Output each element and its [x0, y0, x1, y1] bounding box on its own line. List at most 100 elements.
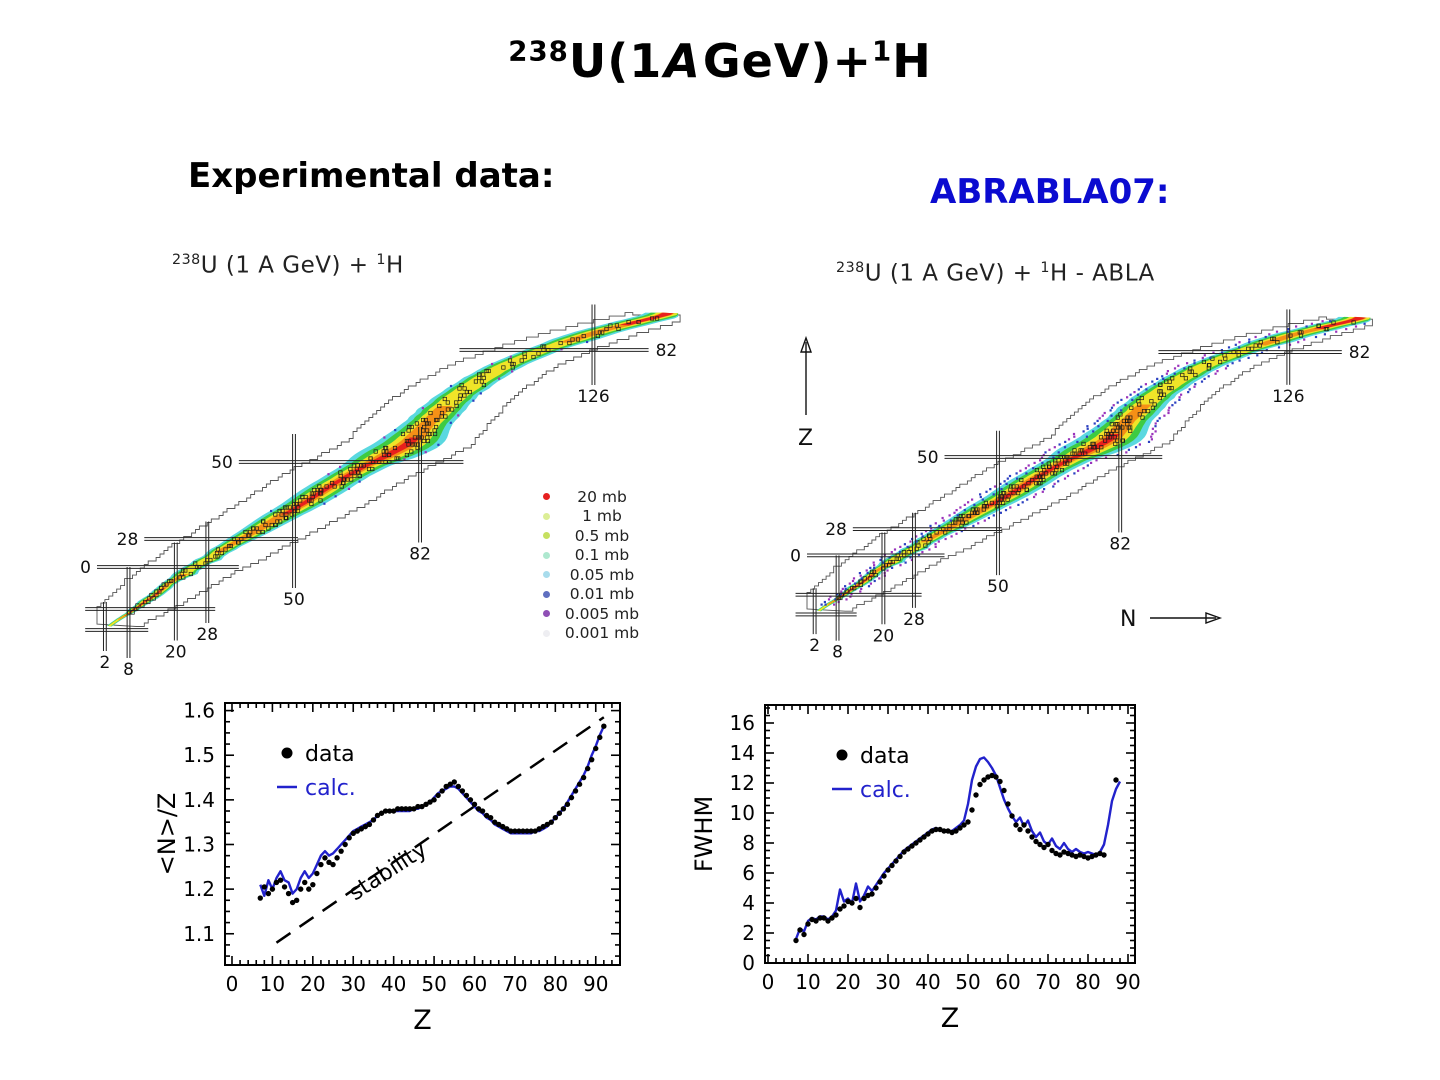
svg-text:40: 40: [915, 970, 940, 994]
legend-item-label: 20 mb: [577, 487, 627, 506]
svg-text:82: 82: [656, 341, 678, 361]
magic-number-lines: [85, 304, 649, 658]
band-red: [619, 312, 674, 326]
band-red: [1313, 316, 1366, 330]
svg-text:8: 8: [832, 643, 843, 663]
legend-data-label: data: [305, 742, 355, 767]
y-axis-label: <N>/Z: [153, 793, 181, 876]
axis-arrows: [800, 335, 1223, 624]
legend-color-dot: [543, 590, 550, 598]
legend-data-label: data: [860, 744, 910, 769]
band-red: [985, 434, 1120, 507]
legend-item: 0.01 mb: [543, 585, 654, 605]
legend-item-label: 0.01 mb: [569, 585, 635, 604]
svg-text:50: 50: [917, 448, 939, 468]
svg-text:28: 28: [196, 625, 218, 645]
svg-text:1.1: 1.1: [183, 922, 215, 946]
svg-text:50: 50: [955, 970, 980, 994]
svg-text:50: 50: [421, 972, 446, 996]
svg-text:1.5: 1.5: [183, 743, 215, 767]
legend-item-label: 0.005 mb: [564, 604, 640, 623]
ticks: [765, 705, 1135, 964]
svg-text:50: 50: [211, 453, 233, 473]
svg-text:30: 30: [875, 970, 900, 994]
z-axis-arrow-label: Z: [798, 426, 813, 451]
svg-text:0: 0: [226, 972, 239, 996]
svg-text:82: 82: [1109, 534, 1131, 554]
abrabla-heading: ABRABLA07:: [930, 172, 1170, 212]
edge-dots: [820, 320, 1366, 606]
legend-color-dot: [543, 551, 550, 559]
svg-text:10: 10: [795, 970, 820, 994]
legend-color-dot: [543, 629, 550, 637]
svg-text:2: 2: [99, 653, 110, 673]
legend-color-dot: [543, 610, 550, 618]
legend-color-dot: [543, 512, 550, 520]
svg-text:10: 10: [730, 801, 755, 825]
legend-calc-label: calc.: [860, 778, 911, 803]
legend-calc-label: calc.: [305, 776, 356, 801]
svg-text:28: 28: [825, 520, 847, 540]
stability-annotation: stability: [345, 837, 432, 906]
x-axis-label: Z: [941, 1003, 960, 1034]
fwhm-plot: 0 10 20 30 40 50 60 70 80 90 0 2 4 6 8 10 12 14 16 Z FWHM dat…: [690, 704, 1141, 1034]
legend-item: 0.005 mb: [543, 604, 654, 624]
legend-color-dot: [543, 571, 550, 579]
svg-text:0: 0: [762, 970, 775, 994]
svg-text:0: 0: [742, 951, 755, 975]
legend-item-label: 0.1 mb: [574, 546, 630, 565]
data-points: [257, 723, 607, 906]
svg-text:70: 70: [1035, 970, 1060, 994]
svg-text:90: 90: [583, 972, 608, 996]
svg-text:8: 8: [742, 831, 755, 855]
magic-number-labels: 28202850822820285082126: [80, 341, 677, 680]
plot-legend: data calc.: [832, 744, 911, 803]
svg-text:50: 50: [987, 577, 1009, 597]
legend-item: 1 mb: [543, 507, 654, 527]
svg-text:20: 20: [873, 626, 895, 646]
data-points: [793, 772, 1119, 944]
svg-text:50: 50: [283, 590, 305, 610]
magic-number-labels: 28202850822820285082126: [790, 343, 1370, 663]
svg-text:16: 16: [730, 711, 755, 735]
svg-text:82: 82: [409, 545, 431, 565]
abla-nuclide-chart: 28202850822820285082126ZN: [790, 309, 1373, 663]
band-red: [280, 437, 420, 515]
mean-n-over-z-plot: 0 10 20 30 40 50 60 70 80 90 1.1 1.2 1.3 1.4 1.5 1.6 Z <N…: [153, 699, 621, 1036]
legend-item-label: 1 mb: [582, 507, 622, 526]
svg-text:60: 60: [462, 972, 487, 996]
title-mass-number: 238: [508, 34, 569, 68]
calc-line: [794, 756, 1122, 940]
legend-item: 0.5 mb: [543, 526, 654, 546]
svg-text:126: 126: [577, 387, 609, 407]
legend-color-dot: [543, 532, 550, 540]
legend-item: 0.1 mb: [543, 546, 654, 566]
svg-text:90: 90: [1115, 970, 1140, 994]
band-yellow: [817, 316, 1371, 612]
page-title: 238U(1AGeV)+1H: [508, 34, 932, 88]
svg-text:1.6: 1.6: [183, 699, 215, 723]
svg-text:40: 40: [381, 972, 406, 996]
svg-text:20: 20: [835, 970, 860, 994]
mean-n-over-z-plot: 0 10 20 30 40 50 60 70 80 90 1.1 1.2 1.3 1.4 1.5 1.6 Z <N…: [153, 699, 621, 1036]
svg-text:30: 30: [341, 972, 366, 996]
tick-labels: 0 10 20 30 40 50 60 70 80 90 1.1 1.2 1.3 1.4 1.5 1.6: [183, 699, 608, 996]
fwhm-plot: 0 10 20 30 40 50 60 70 80 90 0 2 4 6 8 10 12 14 16 Z FWHM dat…: [690, 704, 1141, 1034]
measured-nuclide-squares: [127, 316, 660, 615]
svg-text:28: 28: [117, 530, 139, 550]
svg-text:14: 14: [730, 741, 755, 765]
svg-text:12: 12: [730, 771, 755, 795]
svg-text:1.3: 1.3: [183, 832, 215, 856]
svg-text:10: 10: [260, 972, 285, 996]
magic-number-lines: [795, 309, 1342, 641]
svg-text:28: 28: [903, 610, 925, 630]
svg-text:1.4: 1.4: [183, 788, 215, 812]
svg-text:82: 82: [1349, 343, 1371, 363]
tick-labels: 0 10 20 30 40 50 60 70 80 90 0 2 4 6 8 10 12 14 16: [730, 711, 1141, 994]
n-axis-arrow-label: N: [1120, 607, 1136, 632]
abla-chart-title: 238U (1 A GeV) + 1H - ABLA: [836, 260, 1155, 287]
exp-chart-title: 238U (1 A GeV) + 1H: [172, 252, 404, 279]
ticks: [225, 703, 621, 965]
experimental-heading: Experimental data:: [188, 156, 555, 196]
